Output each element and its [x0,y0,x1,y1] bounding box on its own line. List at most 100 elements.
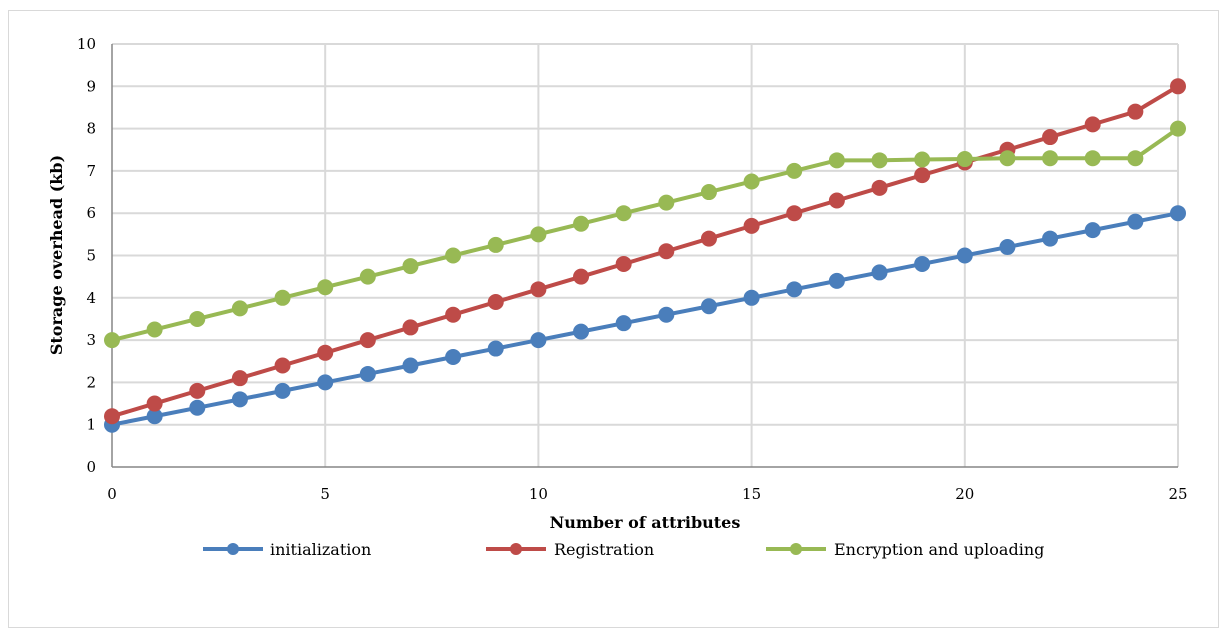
data-point [828,272,845,289]
data-point [104,332,120,349]
x-tick-label: 5 [320,485,330,503]
data-point [359,332,376,349]
data-point [1042,150,1059,167]
y-tick-label: 0 [86,458,96,476]
data-point [530,332,547,349]
data-point [146,321,163,338]
chart-frame [8,10,1219,628]
data-point [445,306,462,323]
y-tick-label: 4 [86,289,96,307]
y-axis-title: Storage overhead (kb) [47,155,66,355]
legend-swatch-marker [790,543,802,555]
data-point [871,179,888,196]
data-point [1170,120,1186,137]
x-tick-label: 25 [1168,485,1187,503]
data-point [1170,78,1186,95]
data-point [615,255,632,272]
data-point [615,205,632,222]
x-tick-label: 20 [955,485,974,503]
legend-swatch-marker [510,543,522,555]
data-point [1042,230,1059,247]
data-point [786,281,803,298]
data-point [1127,213,1144,230]
data-point [914,151,931,168]
data-point [402,357,419,374]
x-tick-label: 10 [529,485,548,503]
data-point [914,255,931,272]
data-point [104,408,120,425]
data-point [1042,129,1059,146]
y-tick-label: 3 [86,331,96,349]
data-point [743,173,760,190]
legend-label: initialization [270,540,371,559]
data-point [189,382,206,399]
x-axis-title: Number of attributes [550,513,741,532]
data-point [573,215,590,232]
data-point [231,370,248,387]
data-point [871,264,888,281]
data-point [914,167,931,184]
data-point [658,194,675,211]
data-point [700,184,717,201]
data-point [274,357,291,374]
data-point [445,247,462,264]
legend-item: initialization [203,540,371,559]
data-point [402,319,419,336]
data-point [871,152,888,169]
data-point [487,236,504,253]
x-tick-label: 0 [107,485,117,503]
y-tick-label: 8 [86,120,96,138]
data-point [402,258,419,275]
data-point [1127,103,1144,120]
data-point [359,268,376,285]
y-tick-label: 6 [86,204,96,222]
series-0 [104,205,1186,433]
data-point [700,230,717,247]
data-point [1084,222,1101,239]
data-point [1084,116,1101,133]
data-point [231,391,248,408]
legend-label: Registration [554,540,654,559]
data-point [786,205,803,222]
data-point [700,298,717,315]
series-line [111,126,1180,343]
data-point [999,150,1016,167]
legend-swatch-marker [227,543,239,555]
x-tick-label: 15 [742,485,761,503]
data-point [828,152,845,169]
data-point [1170,205,1186,222]
data-point [317,374,334,391]
data-point [530,281,547,298]
data-point [487,340,504,357]
data-point [658,243,675,260]
data-point [956,247,973,264]
data-point [530,226,547,243]
y-tick-label: 9 [86,77,96,95]
data-point [189,310,206,327]
legend: initialization Registration Encryption and… [203,540,1044,559]
data-point [189,399,206,416]
series-line [111,211,1179,427]
legend-item: Registration [486,540,654,559]
data-point [658,306,675,323]
data-point [359,365,376,382]
data-point [828,192,845,209]
data-point [231,300,248,317]
legend-label: Encryption and uploading [834,540,1044,559]
data-point [146,408,163,425]
y-tick-label: 2 [86,373,96,391]
grid-lines [112,43,1179,467]
data-point [317,279,334,296]
series-1 [104,78,1186,425]
data-point [573,268,590,285]
series-lines [104,78,1186,433]
data-point [999,239,1016,256]
tick-labels: 0 1 2 3 4 5 6 7 8 9 10 0 5 10 15 20 25 [77,35,1188,503]
data-point [743,217,760,234]
data-point [1127,150,1144,167]
data-point [743,289,760,306]
series-2 [104,120,1186,349]
data-point [573,323,590,340]
series-line [111,84,1180,419]
data-point [487,294,504,311]
